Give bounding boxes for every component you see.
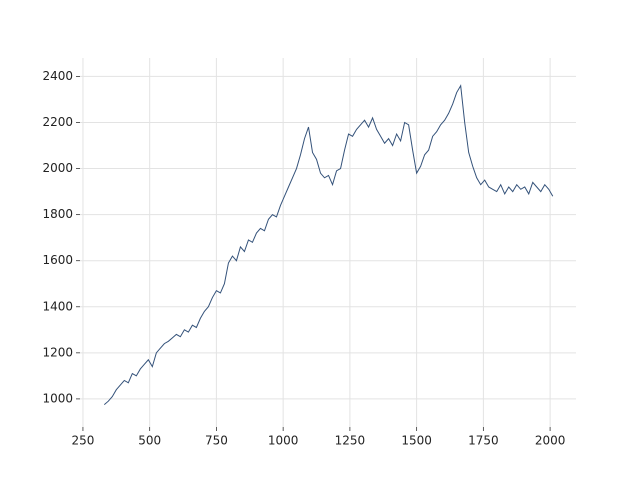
x-tick-label: 1250 [335, 434, 366, 448]
x-tick-label: 1000 [268, 434, 299, 448]
y-tick-label: 2000 [42, 161, 73, 175]
x-tick-label: 250 [71, 434, 94, 448]
y-tick-label: 2400 [42, 69, 73, 83]
x-tick-label: 2000 [535, 434, 566, 448]
x-tick-label: 1500 [401, 434, 432, 448]
y-tick-label: 2200 [42, 115, 73, 129]
x-tick-label: 750 [205, 434, 228, 448]
y-tick-label: 1200 [42, 345, 73, 359]
y-tick-label: 1000 [42, 391, 73, 405]
y-tick-label: 1400 [42, 299, 73, 313]
data-line [103, 84, 554, 406]
x-tick-label: 1750 [468, 434, 499, 448]
y-tick-label: 1600 [42, 253, 73, 267]
y-tick-label: 1800 [42, 207, 73, 221]
x-tick-label: 500 [138, 434, 161, 448]
